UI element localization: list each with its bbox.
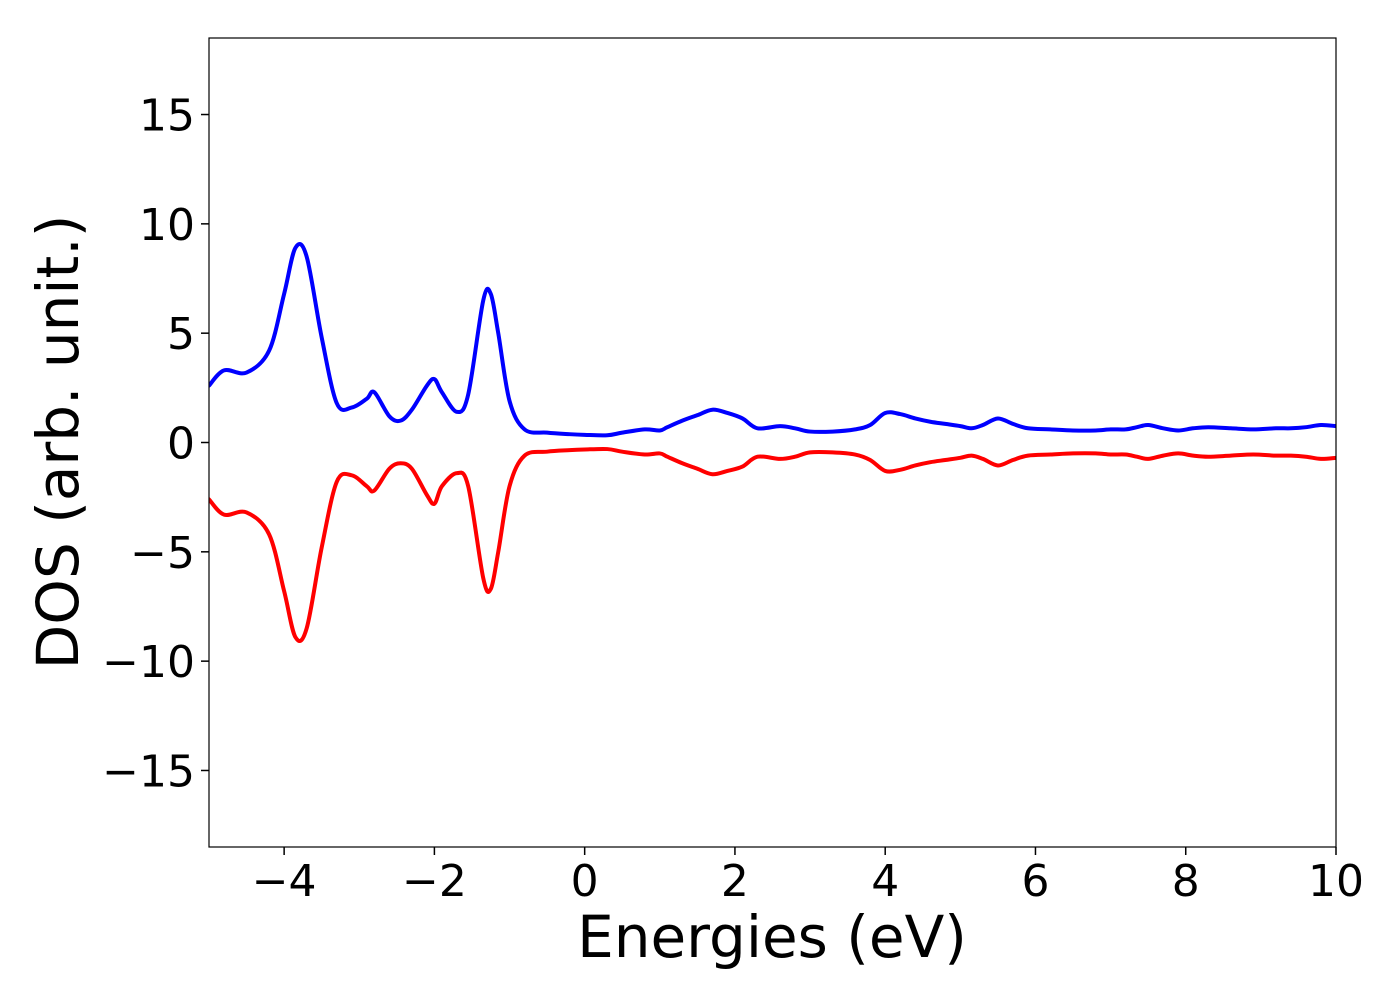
y-tick-label: 10 [139, 200, 195, 251]
y-axis-ticks: 15 10 5 0 −5 −10 −15 [102, 91, 209, 797]
y-axis-label: DOS (arb. unit.) [24, 215, 92, 670]
x-tick-label: 10 [1308, 856, 1364, 907]
x-tick-label: 2 [721, 856, 749, 907]
x-axis-label: Energies (eV) [577, 903, 967, 971]
series-line-0 [209, 242, 1336, 438]
x-tick-label: 4 [871, 856, 899, 907]
y-tick-label: 15 [139, 91, 195, 142]
x-tick-label: 6 [1021, 856, 1049, 907]
y-tick-label: 0 [167, 419, 195, 470]
series-layer [209, 242, 1336, 643]
y-tick-label: −10 [102, 637, 195, 688]
x-tick-label: −2 [402, 856, 467, 907]
x-axis-ticks: −4 −2 0 2 4 6 8 10 [252, 847, 1364, 907]
y-tick-label: −5 [130, 528, 195, 579]
x-tick-label: 0 [571, 856, 599, 907]
x-tick-label: −4 [252, 856, 317, 907]
plot-frame [208, 37, 1337, 848]
x-tick-label: 8 [1172, 856, 1200, 907]
y-tick-label: 5 [167, 309, 195, 360]
series-line-1 [209, 446, 1336, 643]
y-tick-label: −15 [102, 746, 195, 797]
